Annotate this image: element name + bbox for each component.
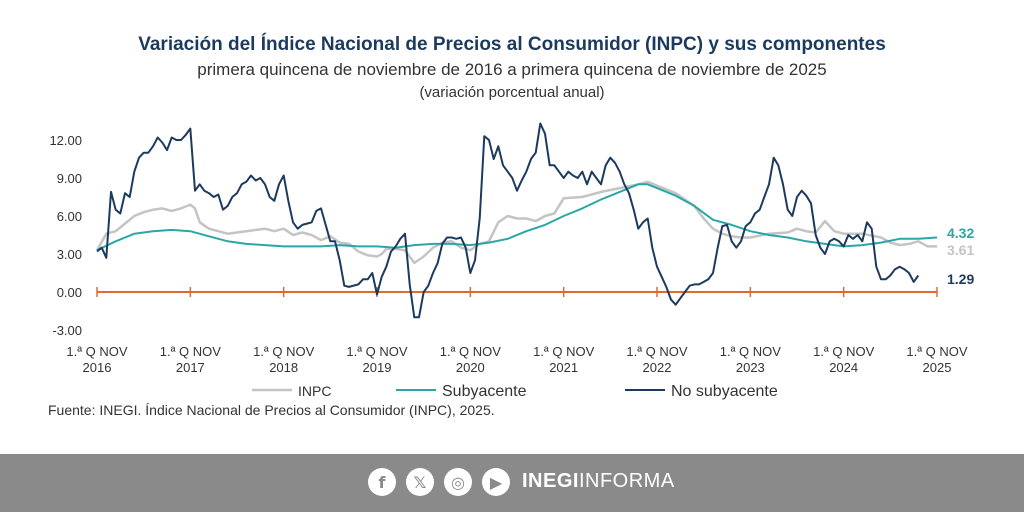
legend-label: No subyacente — [671, 383, 778, 400]
subyacente-line — [96, 183, 938, 252]
x-tick-label: 1.ª Q NOV — [160, 344, 221, 359]
end-value-label: 3.61 — [947, 242, 974, 258]
x-tick-label-year: 2019 — [363, 360, 392, 375]
footer-bar: f 𝕏 ◎ ▶ INEGIINFORMA — [0, 454, 1024, 512]
x-tick-label-year: 2021 — [549, 360, 578, 375]
x-tick-label-year: 2024 — [829, 360, 858, 375]
x-tick-label: 1.ª Q NOV — [440, 344, 501, 359]
chart-units-note: (variación porcentual anual) — [419, 84, 605, 101]
chart-title: Variación del Índice Nacional de Precios… — [138, 34, 886, 55]
x-tick-label-year: 2018 — [269, 360, 298, 375]
x-icon[interactable]: 𝕏 — [406, 468, 434, 496]
source-note: Fuente: INEGI. Índice Nacional de Precio… — [48, 402, 495, 418]
y-tick-label: 6.00 — [57, 209, 82, 224]
x-tick-label: 1.ª Q NOV — [346, 344, 407, 359]
x-tick-label-year: 2016 — [83, 360, 112, 375]
end-value-label: 1.29 — [947, 271, 974, 287]
x-tick-label-year: 2022 — [643, 360, 672, 375]
x-tick-label: 1.ª Q NOV — [906, 344, 967, 359]
inegi-informa-logo: INEGIINFORMA — [522, 470, 675, 492]
x-tick-label: 1.ª Q NOV — [253, 344, 314, 359]
x-tick-label: 1.ª Q NOV — [813, 344, 874, 359]
y-tick-label: -3.00 — [52, 323, 82, 338]
line-chart: 12.009.006.003.000.00-3.001.ª Q NOV20161… — [49, 122, 974, 400]
instagram-icon[interactable]: ◎ — [444, 468, 472, 496]
x-tick-label-year: 2025 — [923, 360, 952, 375]
youtube-icon[interactable]: ▶ — [482, 468, 510, 496]
legend-label: Subyacente — [442, 383, 527, 400]
y-tick-label: 0.00 — [57, 285, 82, 300]
x-tick-label-year: 2017 — [176, 360, 205, 375]
facebook-icon[interactable]: f — [368, 468, 396, 496]
x-tick-label: 1.ª Q NOV — [720, 344, 781, 359]
end-value-label: 4.32 — [947, 225, 974, 241]
x-tick-label: 1.ª Q NOV — [66, 344, 127, 359]
chart-subtitle: primera quincena de noviembre de 2016 a … — [197, 60, 827, 79]
social-icons: f 𝕏 ◎ ▶ — [368, 468, 510, 496]
x-tick-label-year: 2023 — [736, 360, 765, 375]
x-tick-label: 1.ª Q NOV — [533, 344, 594, 359]
x-tick-label-year: 2020 — [456, 360, 485, 375]
legend-label: INPC — [298, 383, 331, 399]
x-tick-label: 1.ª Q NOV — [626, 344, 687, 359]
y-tick-label: 9.00 — [57, 171, 82, 186]
inpc-line — [95, 180, 937, 265]
no-subyacente-line — [96, 122, 920, 319]
y-tick-label: 12.00 — [49, 133, 82, 148]
y-tick-label: 3.00 — [57, 247, 82, 262]
